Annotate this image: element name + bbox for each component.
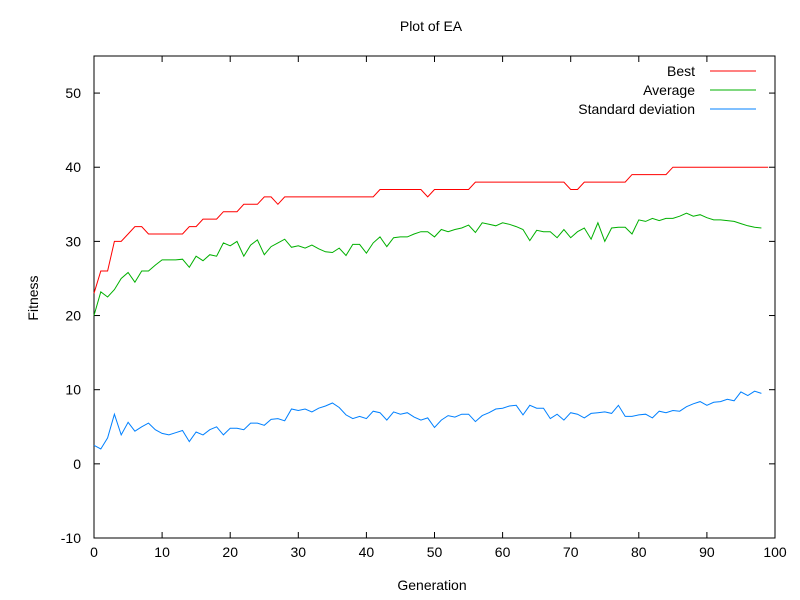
series-line-best xyxy=(93,166,769,294)
x-tick-label: 80 xyxy=(631,544,647,560)
series-line-average xyxy=(93,212,762,316)
x-tick-label: 40 xyxy=(359,544,375,560)
series-line-standard-deviation xyxy=(93,390,762,450)
axis-ticks: 0 10 20 30 40 50 60 70 80 90 100 -10 0 10 20 30 40 50 xyxy=(61,56,787,560)
x-axis-label: Generation xyxy=(397,577,466,593)
x-tick-label: 30 xyxy=(291,544,307,560)
series-layer xyxy=(93,166,769,450)
y-axis-label: Fitness xyxy=(25,275,41,320)
y-tick-label: 10 xyxy=(65,382,81,398)
x-tick-label: 10 xyxy=(154,544,170,560)
x-tick-label: 90 xyxy=(699,544,715,560)
legend-label-average: Average xyxy=(643,82,695,98)
x-tick-label: 60 xyxy=(495,544,511,560)
y-tick-label: -10 xyxy=(61,530,81,546)
plot-frame xyxy=(93,55,776,539)
x-tick-label: 0 xyxy=(90,544,98,560)
y-tick-label: 40 xyxy=(65,159,81,175)
y-tick-label: 50 xyxy=(65,85,81,101)
x-tick-label: 20 xyxy=(222,544,238,560)
x-tick-label: 50 xyxy=(427,544,443,560)
legend-label-standard-deviation: Standard deviation xyxy=(578,101,695,117)
x-tick-label: 100 xyxy=(763,544,787,560)
legend-label-best: Best xyxy=(667,63,695,79)
y-tick-label: 0 xyxy=(73,456,81,472)
y-tick-label: 20 xyxy=(65,308,81,324)
x-tick-label: 70 xyxy=(563,544,579,560)
legend: Best Average Standard deviation xyxy=(578,63,756,117)
chart-title: Plot of EA xyxy=(400,18,463,34)
y-tick-label: 30 xyxy=(65,233,81,249)
